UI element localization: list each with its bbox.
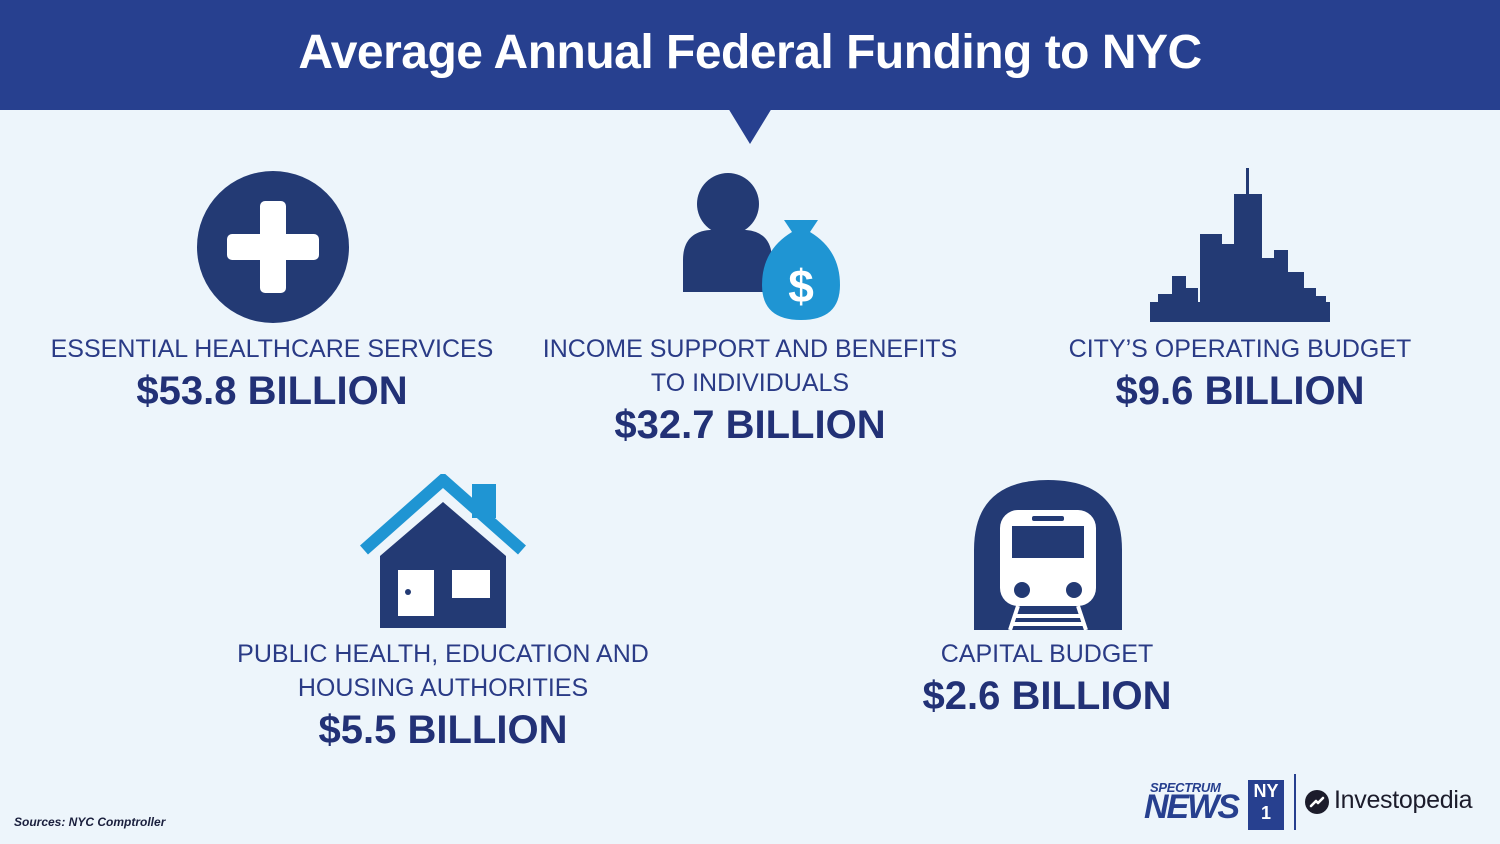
- spectrum-news-logo-text: NEWS: [1144, 788, 1240, 826]
- funding-item-capital-budget: CAPITAL BUDGET $2.6 BILLION: [797, 637, 1297, 721]
- item-label-line-1: PUBLIC HEALTH, EDUCATION AND: [237, 640, 649, 668]
- skyline-icon: [1150, 168, 1330, 322]
- subway-train-icon: [974, 480, 1122, 630]
- funding-item-healthcare: ESSENTIAL HEALTHCARE SERVICES $53.8 BILL…: [22, 332, 522, 416]
- item-label: CAPITAL BUDGET: [940, 640, 1154, 668]
- house-icon: [360, 474, 526, 628]
- logo-footer: SPECTRUM NEWS NY 1 Investopedia: [1144, 772, 1480, 832]
- logo-divider: [1294, 774, 1296, 830]
- funding-item-operating-budget: CITY’S OPERATING BUDGET $9.6 BILLION: [990, 332, 1490, 416]
- sources-note: Sources: NYC Comptroller: [14, 815, 166, 829]
- spectrum-logo-small-text: SPECTRUM: [1150, 780, 1221, 795]
- title-banner: Average Annual Federal Funding to NYC: [0, 0, 1500, 110]
- item-label-line-1: INCOME SUPPORT AND BENEFITS: [542, 335, 958, 363]
- investopedia-logo-icon: [1305, 790, 1329, 814]
- dollar-sign-glyph: $: [788, 260, 814, 312]
- item-label: ESSENTIAL HEALTHCARE SERVICES: [50, 335, 494, 363]
- item-amount: $9.6 BILLION: [1115, 369, 1365, 413]
- item-label: CITY’S OPERATING BUDGET: [1068, 335, 1412, 363]
- item-amount: $53.8 BILLION: [136, 369, 408, 413]
- ny1-logo-bottom: 1: [1260, 803, 1271, 823]
- item-amount: $32.7 BILLION: [614, 403, 886, 447]
- person-money-bag-icon: $: [683, 173, 840, 320]
- banner-pointer: [728, 108, 772, 144]
- funding-item-income-support: INCOME SUPPORT AND BENEFITS TO INDIVIDUA…: [500, 332, 1000, 450]
- item-label-line-2: HOUSING AUTHORITIES: [297, 674, 589, 702]
- item-amount: $2.6 BILLION: [922, 674, 1172, 718]
- medical-cross-icon: [197, 171, 349, 323]
- ny1-logo-top: NY: [1253, 781, 1279, 801]
- funding-item-housing: PUBLIC HEALTH, EDUCATION AND HOUSING AUT…: [193, 637, 693, 755]
- investopedia-logo-text: Investopedia: [1334, 786, 1473, 814]
- page-title: Average Annual Federal Funding to NYC: [298, 26, 1202, 79]
- item-label-line-2: TO INDIVIDUALS: [650, 369, 850, 397]
- item-amount: $5.5 BILLION: [318, 708, 568, 752]
- ny1-logo: NY 1: [1248, 780, 1284, 830]
